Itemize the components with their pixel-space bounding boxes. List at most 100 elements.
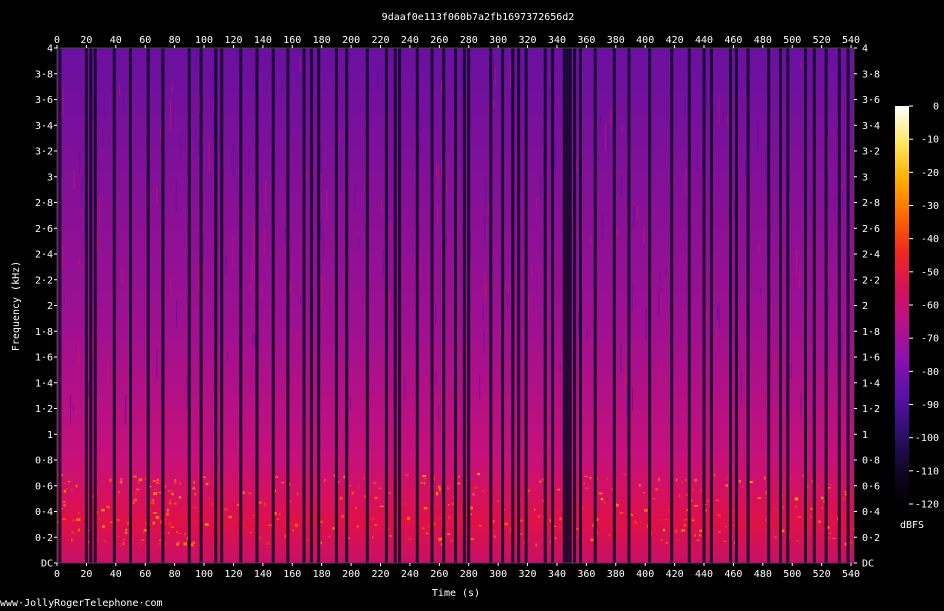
energy-streak xyxy=(738,480,741,483)
energy-streak xyxy=(826,487,831,489)
y-tick-label-right: 1·6 xyxy=(862,353,880,364)
energy-streak xyxy=(558,526,563,530)
texture-streak xyxy=(800,59,802,69)
texture-streak xyxy=(261,285,263,299)
x-tick-label-bottom: 440 xyxy=(695,569,713,580)
energy-streak xyxy=(526,489,530,493)
texture-streak xyxy=(281,81,283,93)
energy-streak xyxy=(821,496,824,500)
y-tick-label-right: 0·2 xyxy=(862,533,880,544)
y-tick-label-right: 1 xyxy=(862,430,868,441)
silent-gap xyxy=(430,48,434,563)
energy-streak xyxy=(844,543,847,546)
texture-streak xyxy=(578,312,580,336)
energy-streak xyxy=(133,475,137,478)
texture-streak xyxy=(840,61,842,93)
texture-streak xyxy=(632,386,634,411)
texture-streak xyxy=(665,268,667,274)
energy-streak xyxy=(281,481,284,484)
energy-streak xyxy=(163,522,167,525)
silent-gap xyxy=(199,48,203,563)
x-tick-label-bottom: 480 xyxy=(754,569,772,580)
texture-streak xyxy=(389,222,391,240)
energy-streak xyxy=(714,474,716,477)
energy-streak xyxy=(425,532,429,535)
colorbar-tick-label: -100 xyxy=(915,433,939,444)
texture-streak xyxy=(265,180,267,211)
energy-streak xyxy=(356,525,359,528)
energy-streak xyxy=(589,476,592,480)
energy-streak xyxy=(173,502,177,505)
texture-streak xyxy=(81,177,83,208)
energy-streak xyxy=(57,509,60,511)
energy-streak xyxy=(694,505,698,507)
energy-streak xyxy=(183,500,185,503)
y-tick-label-right: 2·2 xyxy=(862,275,880,286)
energy-streak xyxy=(60,474,63,476)
texture-streak xyxy=(485,286,487,303)
texture-streak xyxy=(102,127,104,146)
energy-streak xyxy=(279,513,281,516)
energy-streak xyxy=(427,525,431,528)
texture-streak xyxy=(233,143,235,176)
texture-streak xyxy=(718,98,720,123)
energy-streak xyxy=(436,492,438,496)
y-tick-label-right: 2 xyxy=(862,301,868,312)
texture-streak xyxy=(73,169,75,190)
energy-streak xyxy=(168,532,170,534)
energy-streak xyxy=(615,504,619,507)
energy-streak xyxy=(66,487,68,490)
silent-gap xyxy=(271,48,275,563)
texture-streak xyxy=(446,183,448,192)
energy-streak xyxy=(236,503,241,506)
energy-streak xyxy=(623,473,627,475)
energy-streak xyxy=(698,534,701,537)
silent-gap xyxy=(302,48,306,563)
energy-streak xyxy=(497,500,500,502)
x-tick-label-bottom: 320 xyxy=(519,569,537,580)
energy-streak xyxy=(432,505,436,507)
x-tick-label-top: 40 xyxy=(110,35,122,46)
y-tick-label-right: 0·8 xyxy=(862,456,880,467)
energy-streak xyxy=(263,503,266,506)
y-tick-label-right: 0·6 xyxy=(862,481,880,492)
x-tick-label-bottom: 260 xyxy=(430,569,448,580)
x-tick-label-bottom: 500 xyxy=(783,569,801,580)
y-axis-label: Frequency (kHz) xyxy=(11,261,22,351)
colorbar-label: dBFS xyxy=(900,520,924,531)
energy-streak xyxy=(78,511,80,515)
x-tick-label-top: 140 xyxy=(254,35,272,46)
energy-streak xyxy=(474,486,478,489)
silent-gap xyxy=(393,48,397,563)
texture-streak xyxy=(745,159,747,176)
y-tick-label-right: 3·6 xyxy=(862,95,880,106)
texture-streak xyxy=(198,138,199,154)
texture-streak xyxy=(164,167,166,179)
energy-streak xyxy=(164,519,167,521)
energy-streak xyxy=(405,474,410,476)
texture-streak xyxy=(576,158,578,173)
texture-streak xyxy=(660,360,662,385)
x-tick-label-top: 80 xyxy=(169,35,181,46)
energy-streak xyxy=(652,498,656,500)
y-tick-label-left: 3·8 xyxy=(35,69,53,80)
silent-gap xyxy=(593,48,597,563)
x-axis-label: Time (s) xyxy=(432,588,480,599)
energy-streak xyxy=(110,521,113,523)
energy-streak xyxy=(168,522,172,526)
silent-gap xyxy=(93,48,97,563)
energy-streak xyxy=(439,517,442,519)
silent-gap xyxy=(334,48,338,563)
texture-streak xyxy=(97,230,98,252)
energy-streak xyxy=(723,540,727,542)
texture-streak xyxy=(230,153,232,169)
energy-streak xyxy=(771,525,773,527)
texture-streak xyxy=(605,121,607,151)
energy-streak xyxy=(190,543,194,547)
energy-streak xyxy=(374,524,377,526)
x-tick-label-top: 280 xyxy=(460,35,478,46)
x-tick-label-top: 500 xyxy=(783,35,801,46)
energy-streak xyxy=(844,490,848,494)
energy-streak xyxy=(132,501,135,504)
energy-streak xyxy=(63,490,67,493)
